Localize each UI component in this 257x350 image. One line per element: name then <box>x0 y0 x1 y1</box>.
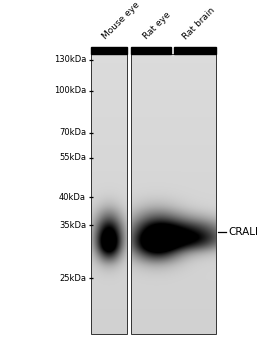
Text: 130kDa: 130kDa <box>54 55 86 64</box>
Text: 40kDa: 40kDa <box>59 193 86 202</box>
Bar <box>91 54 127 334</box>
Text: Rat eye: Rat eye <box>141 10 172 41</box>
Text: 55kDa: 55kDa <box>59 153 86 162</box>
Text: 35kDa: 35kDa <box>59 220 86 230</box>
Bar <box>91 47 127 54</box>
Text: 100kDa: 100kDa <box>54 86 86 95</box>
Text: 70kDa: 70kDa <box>59 128 86 137</box>
Text: Mouse eye: Mouse eye <box>101 0 142 41</box>
Text: 25kDa: 25kDa <box>59 274 86 283</box>
Text: Rat brain: Rat brain <box>181 6 217 41</box>
Bar <box>131 54 216 334</box>
Bar <box>131 47 171 54</box>
Bar <box>174 47 216 54</box>
Text: CRALBP: CRALBP <box>229 227 257 237</box>
